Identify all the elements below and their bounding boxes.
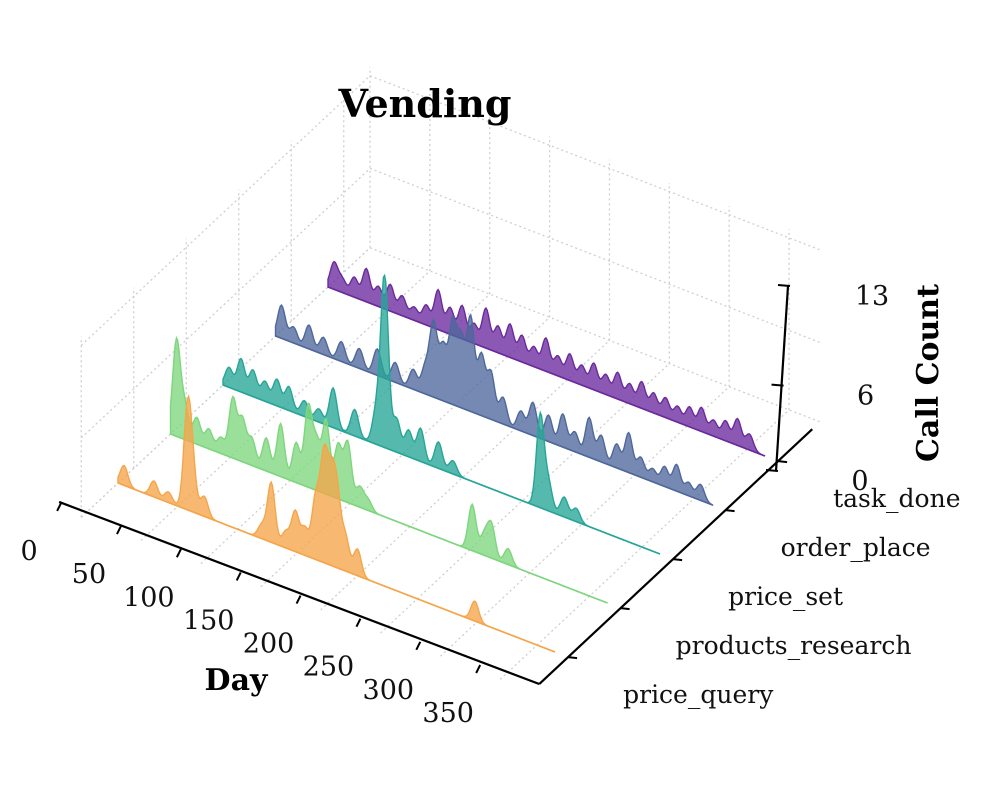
ridge-order_place (274, 303, 714, 507)
ridge-price_query (117, 394, 556, 653)
ridges (117, 260, 766, 653)
category-tick-mark-0 (567, 656, 578, 660)
x-axis-label: Day (205, 663, 269, 698)
grid-line-floor-6 (439, 386, 730, 657)
x-tick-label-3: 150 (183, 605, 235, 636)
x-tick-mark-4 (295, 595, 302, 604)
x-tick-mark-5 (355, 618, 362, 628)
x-tick-label-2: 100 (123, 582, 175, 613)
x-tick-label-0: 0 (21, 536, 38, 567)
x-tick-label-5: 250 (303, 652, 355, 683)
z-tick-label-2: 13 (855, 281, 889, 312)
category-label-price_query: price_query (623, 680, 774, 709)
category-tick-mark-3 (725, 509, 735, 513)
category-label-price_set: price_set (728, 582, 843, 611)
x-tick-mark-6 (415, 641, 422, 651)
z-tick-mark-2 (777, 284, 791, 287)
x-tick-mark-0 (56, 502, 63, 512)
x-tick-label-7: 350 (422, 698, 474, 729)
axes (56, 284, 813, 686)
x-tick-mark-2 (175, 548, 182, 558)
ridge-baseline-price_set (222, 384, 661, 555)
grid-line-floor-7 (499, 409, 790, 680)
ridge-baseline-products_research (170, 433, 608, 604)
category-label-task_done: task_done (833, 484, 960, 513)
x-axis-line (58, 500, 540, 686)
z-axis-line (774, 285, 790, 472)
ridge-baseline-price_query (117, 482, 556, 653)
z-tick-mark-0 (765, 469, 779, 472)
x-tick-label-1: 50 (72, 559, 106, 590)
z-tick-label-1: 6 (857, 381, 874, 412)
chart-title: Vending (337, 81, 511, 126)
category-tick-mark-2 (672, 558, 683, 562)
z-tick-label-0: 0 (851, 466, 868, 497)
category-tick-mark-4 (777, 460, 788, 464)
ridge-baseline-task_done (327, 286, 766, 457)
grid-line-floor-5 (380, 363, 670, 634)
x-tick-mark-7 (475, 664, 482, 674)
z-tick-mark-1 (771, 383, 784, 387)
x-tick-label-4: 200 (243, 629, 295, 660)
x-tick-mark-1 (116, 525, 122, 535)
x-tick-mark-3 (235, 571, 242, 581)
ridge-task_done (327, 260, 766, 457)
category-label-products_research: products_research (676, 631, 912, 660)
category-axis-line (538, 428, 813, 685)
z-axis-label: Call Count (911, 284, 946, 462)
x-tick-label-6: 300 (363, 675, 415, 706)
ridge-baseline-order_place (275, 335, 713, 506)
grid-line-z-2 (80, 75, 821, 346)
grid-line-floor-4 (320, 339, 610, 611)
category-label-order_place: order_place (781, 533, 931, 562)
grid-line-floor-2 (200, 293, 491, 565)
category-tick-mark-1 (620, 607, 630, 611)
